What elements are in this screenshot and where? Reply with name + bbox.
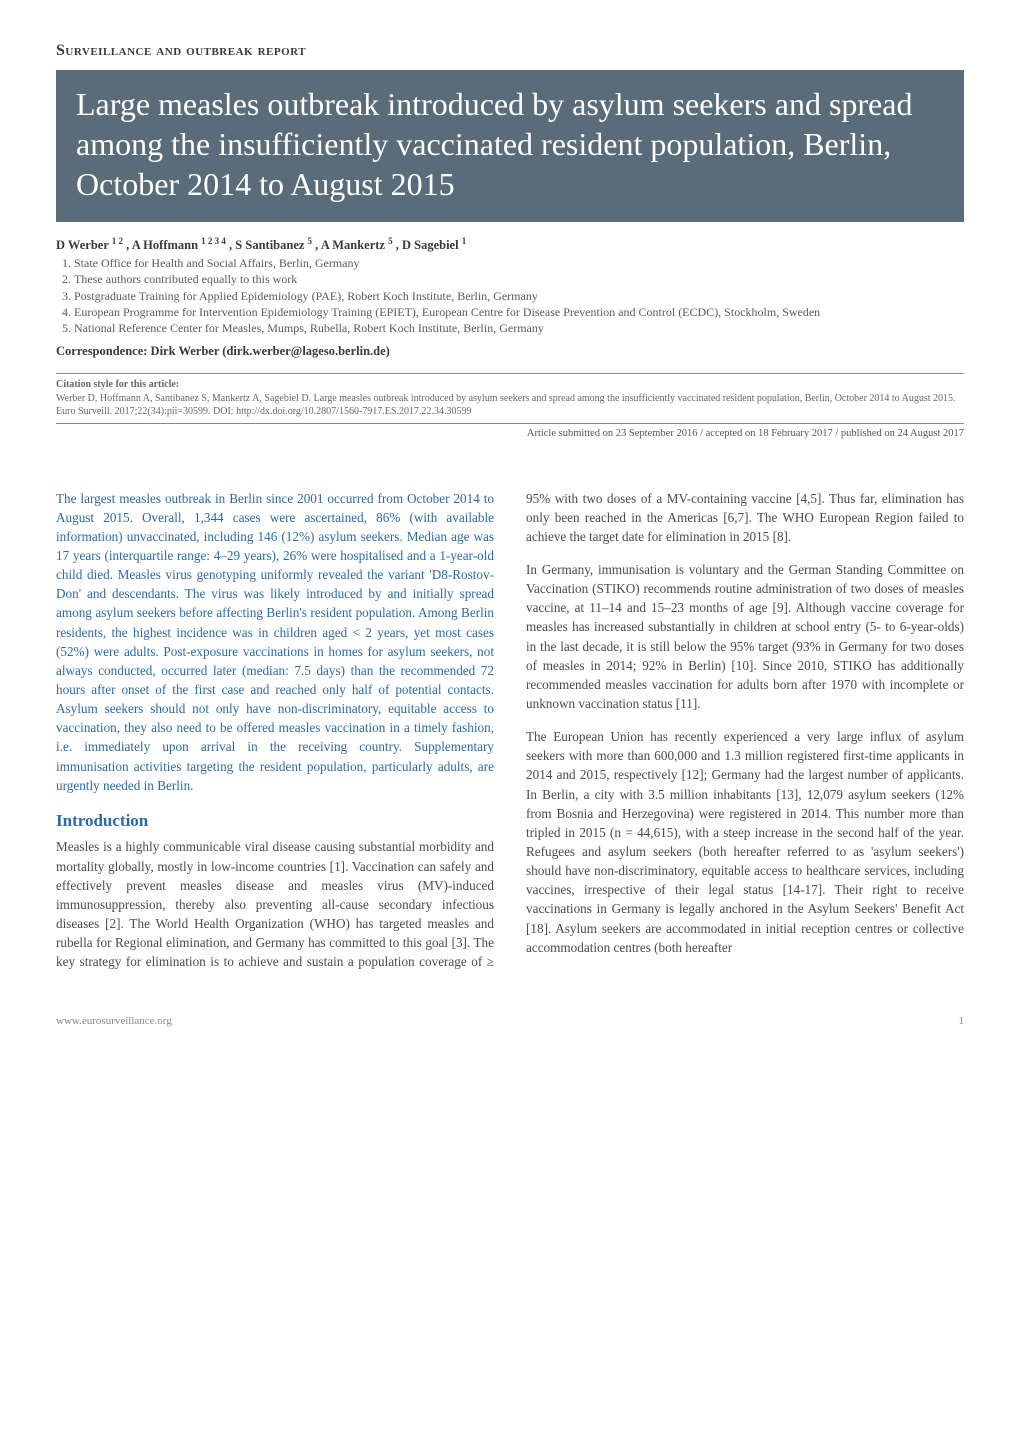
affiliation-item: National Reference Center for Measles, M…: [74, 320, 964, 336]
article-title: Large measles outbreak introduced by asy…: [76, 84, 944, 204]
author-name: D Werber: [56, 238, 112, 252]
page: Surveillance and outbreak report Large m…: [0, 0, 1020, 1057]
citation-label: Citation style for this article:: [56, 379, 179, 390]
page-number: 1: [959, 1015, 965, 1027]
citation-block: Citation style for this article: Werber …: [56, 378, 964, 419]
body-paragraph: The European Union has recently experien…: [526, 727, 964, 957]
author-affil-sup: 5: [388, 236, 393, 246]
footer-url: www.eurosurveillance.org: [56, 1015, 172, 1027]
heading-introduction: Introduction: [56, 809, 494, 834]
affiliation-item: These authors contributed equally to thi…: [74, 271, 964, 287]
section-label: Surveillance and outbreak report: [56, 42, 964, 60]
author-name: A Mankertz: [321, 238, 388, 252]
affiliation-item: State Office for Health and Social Affai…: [74, 255, 964, 271]
affiliation-item: European Programme for Intervention Epid…: [74, 304, 964, 320]
author-affil-sup: 1 2 3 4: [201, 236, 226, 246]
citation-text: Werber D, Hoffmann A, Santibanez S, Mank…: [56, 393, 956, 418]
body-paragraph: In Germany, immunisation is voluntary an…: [526, 560, 964, 713]
author-name: A Hoffmann: [132, 238, 201, 252]
body-columns: The largest measles outbreak in Berlin s…: [56, 489, 964, 972]
affiliation-item: Postgraduate Training for Applied Epidem…: [74, 288, 964, 304]
affiliations-list: State Office for Health and Social Affai…: [56, 255, 964, 336]
author-name: D Sagebiel: [402, 238, 462, 252]
dates-line: Article submitted on 23 September 2016 /…: [56, 428, 964, 439]
page-footer: www.eurosurveillance.org 1: [56, 1015, 964, 1027]
authors-line: D Werber 1 2 , A Hoffmann 1 2 3 4 , S Sa…: [56, 236, 964, 253]
divider: [56, 373, 964, 374]
author-name: S Santibanez: [235, 238, 307, 252]
title-block: Large measles outbreak introduced by asy…: [56, 70, 964, 222]
author-affil-sup: 5: [308, 236, 313, 246]
author-affil-sup: 1: [462, 236, 467, 246]
correspondence: Correspondence: Dirk Werber (dirk.werber…: [56, 344, 964, 359]
author-affil-sup: 1 2: [112, 236, 123, 246]
divider: [56, 423, 964, 424]
abstract: The largest measles outbreak in Berlin s…: [56, 489, 494, 795]
